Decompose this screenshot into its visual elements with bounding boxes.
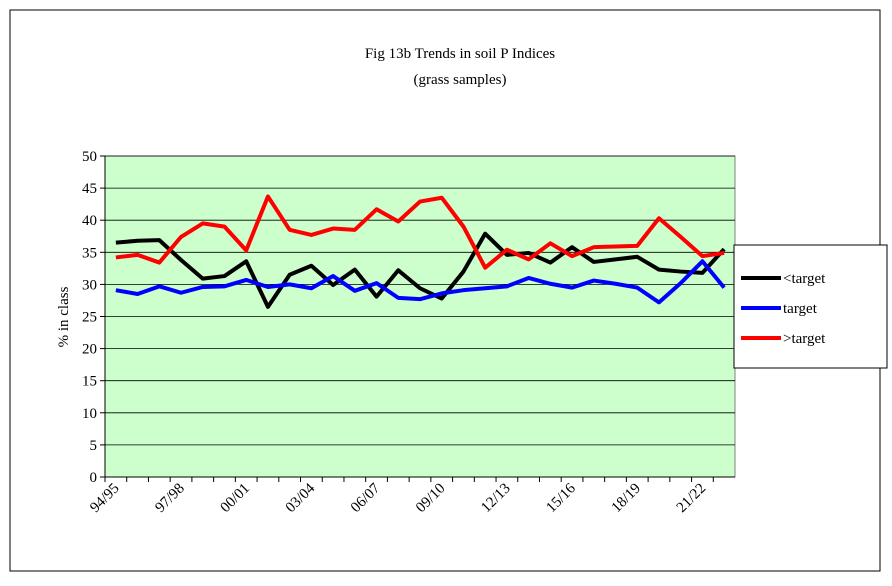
y-tick-label: 0 xyxy=(90,470,98,486)
legend-label: <target xyxy=(783,271,826,287)
series-line xyxy=(115,194,725,270)
y-axis-label: % in class xyxy=(56,286,72,347)
legend-label: target xyxy=(783,301,818,317)
series-line xyxy=(115,231,726,309)
series-line xyxy=(115,259,726,305)
y-tick-label: 10 xyxy=(82,406,97,422)
y-tick-label: 40 xyxy=(82,213,97,229)
chart-subtitle: (grass samples) xyxy=(414,72,507,88)
y-tick-label: 20 xyxy=(82,342,97,358)
y-tick-label: 15 xyxy=(82,374,97,390)
y-tick-label: 5 xyxy=(90,438,98,454)
y-tick-label: 25 xyxy=(82,310,97,326)
y-tick-label: 35 xyxy=(82,245,97,261)
chart-title: Fig 13b Trends in soil P Indices xyxy=(365,46,555,62)
y-tick-label: 45 xyxy=(82,181,97,197)
legend-label: >target xyxy=(783,331,826,347)
y-tick-label: 30 xyxy=(82,277,97,293)
y-tick-label: 50 xyxy=(82,149,97,165)
